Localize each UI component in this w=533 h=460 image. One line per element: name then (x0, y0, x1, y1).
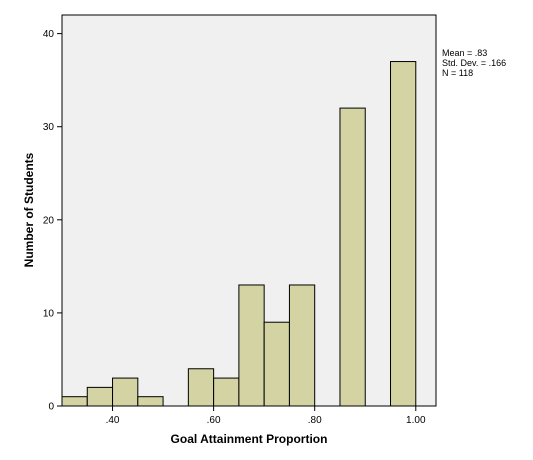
stats-legend: Mean = .83 Std. Dev. = .166 N = 118 (442, 48, 506, 78)
stat-mean: Mean = .83 (442, 48, 487, 58)
histogram-bar-8 (263, 321, 290, 407)
histogram-bar-9 (288, 284, 316, 407)
histogram-bar-3 (137, 396, 164, 407)
stat-std-dev: Std. Dev. = .166 (442, 58, 506, 68)
x-axis: .40 .60 .80 1.00 (106, 406, 426, 426)
histogram-bar-7 (238, 284, 265, 407)
x-tick-label-0: .40 (106, 415, 120, 426)
histogram-bar-0 (61, 396, 88, 407)
y-axis-title: Number of Students (22, 152, 36, 267)
y-tick-label-4: 40 (43, 29, 55, 40)
histogram-bar-13 (390, 61, 417, 407)
bar-group (61, 61, 417, 407)
y-tick-label-2: 20 (43, 215, 55, 226)
x-tick-label-1: .60 (207, 415, 221, 426)
x-tick-label-3: 1.00 (406, 415, 426, 426)
histogram-bar-6 (213, 377, 240, 407)
y-tick-label-1: 10 (43, 308, 55, 319)
x-tick-label-2: .80 (308, 415, 322, 426)
histogram-bar-2 (112, 377, 139, 407)
x-axis-title: Goal Attainment Proportion (171, 432, 328, 446)
histogram-bar-5 (187, 368, 215, 407)
y-axis: 0 10 20 30 40 (43, 29, 62, 413)
histogram-bar-1 (86, 386, 114, 407)
y-tick-label-3: 30 (43, 122, 55, 133)
stat-n: N = 118 (442, 68, 473, 78)
y-tick-label-0: 0 (48, 402, 54, 413)
histogram-bar-11 (339, 107, 366, 407)
